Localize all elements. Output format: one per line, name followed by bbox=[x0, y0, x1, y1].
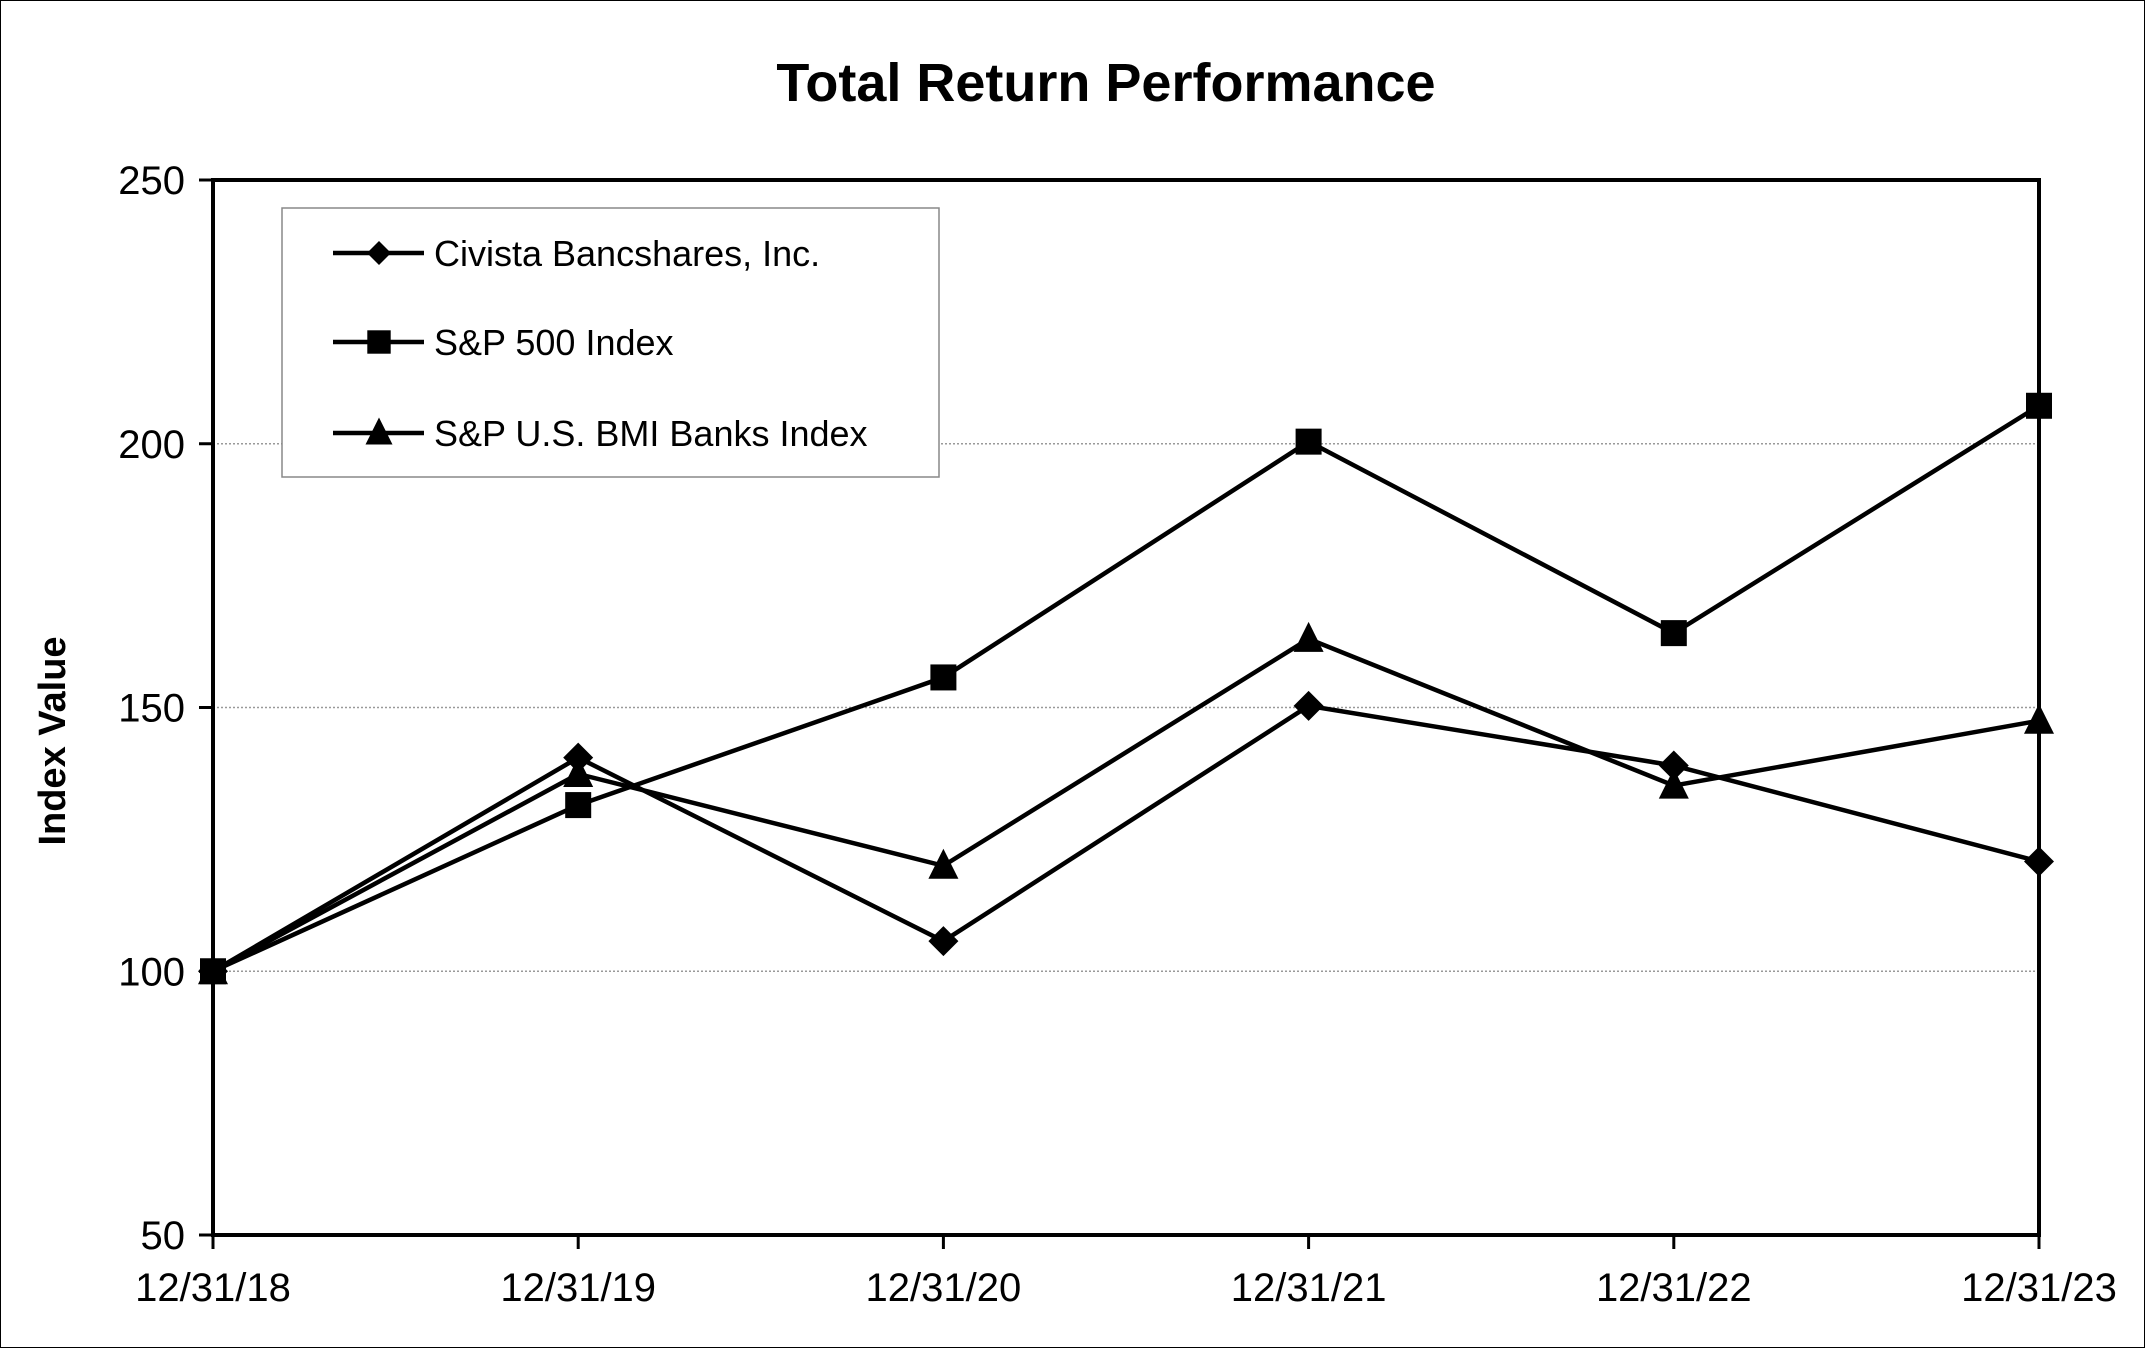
legend-label: Civista Bancshares, Inc. bbox=[434, 233, 820, 274]
series-line-0 bbox=[211, 703, 2040, 974]
legend-items: Civista Bancshares, Inc. S&P 500 Index S&P… bbox=[333, 233, 868, 454]
data-point-diamond bbox=[1293, 690, 1324, 721]
y-tick-label: 50 bbox=[141, 1214, 186, 1258]
legend: Civista Bancshares, Inc. S&P 500 Index S&P… bbox=[281, 207, 940, 478]
x-tick-label: 12/31/21 bbox=[1231, 1266, 1387, 1310]
series-2 bbox=[198, 621, 2054, 985]
series-lines bbox=[198, 392, 2054, 987]
series-line-2 bbox=[211, 636, 2040, 974]
y-tick-label: 100 bbox=[118, 950, 185, 994]
data-point-square bbox=[565, 792, 592, 819]
x-tick-label: 12/31/19 bbox=[500, 1266, 656, 1310]
x-tick-label: 12/31/23 bbox=[1961, 1266, 2117, 1310]
axes: 50 100 150 200 250 12/31/18 12/31/19 12/31/20 12… bbox=[118, 159, 2117, 1310]
data-point-triangle bbox=[1293, 621, 1324, 652]
data-point-diamond bbox=[928, 926, 959, 957]
x-tick-label: 12/31/18 bbox=[135, 1266, 291, 1310]
series-0 bbox=[198, 690, 2054, 987]
x-tick-label: 12/31/20 bbox=[866, 1266, 1022, 1310]
legend-marker-triangle bbox=[365, 417, 393, 445]
y-tick-label: 150 bbox=[118, 687, 185, 731]
series-1 bbox=[200, 392, 2052, 985]
y-axis-label: Index Value bbox=[32, 636, 74, 845]
x-tick-label: 12/31/22 bbox=[1596, 1266, 1752, 1310]
y-tick-label: 200 bbox=[118, 423, 185, 467]
data-point-triangle bbox=[1658, 768, 1689, 799]
data-point-square bbox=[1295, 428, 1322, 455]
data-point-diamond bbox=[1658, 750, 1689, 781]
data-point-triangle bbox=[563, 756, 594, 787]
legend-label: S&P U.S. BMI Banks Index bbox=[434, 413, 868, 454]
series-line-1 bbox=[212, 403, 2041, 974]
legend-marker-square bbox=[367, 330, 391, 354]
data-point-square bbox=[930, 664, 957, 691]
y-tick-label: 250 bbox=[118, 159, 185, 203]
data-point-square bbox=[1660, 620, 1687, 647]
grid-lines bbox=[213, 443, 2039, 972]
data-point-triangle bbox=[928, 848, 959, 879]
legend-label: S&P 500 Index bbox=[434, 322, 674, 363]
legend-marker-diamond bbox=[367, 241, 391, 265]
chart-title: Total Return Performance bbox=[776, 53, 1435, 113]
